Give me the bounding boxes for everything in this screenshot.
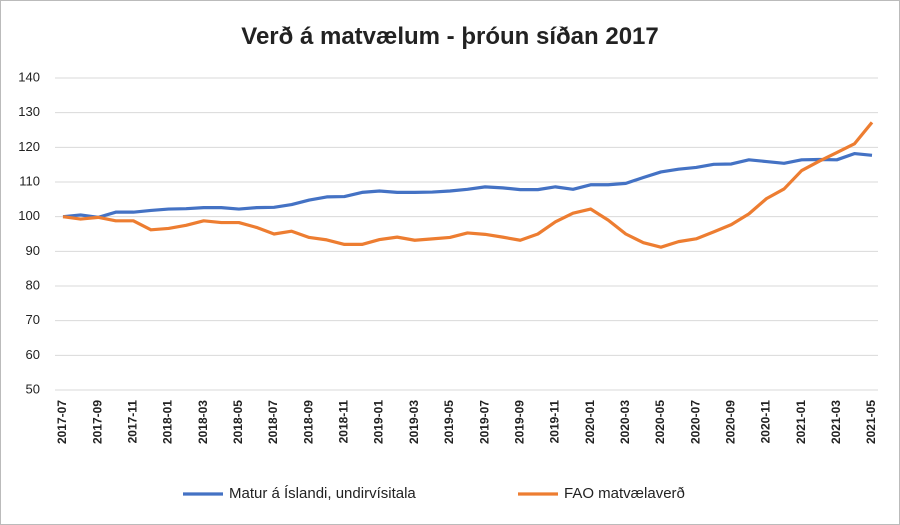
y-tick-label: 60: [26, 347, 40, 362]
x-tick-label: 2019-01: [372, 400, 386, 444]
x-tick-label: 2018-03: [196, 400, 210, 444]
legend-label: FAO matvælaverð: [564, 485, 685, 502]
x-tick-label: 2020-01: [583, 400, 597, 444]
x-tick-label: 2018-09: [301, 400, 315, 444]
x-tick-label: 2020-11: [759, 400, 773, 444]
y-tick-label: 100: [18, 208, 40, 223]
x-tick-label: 2018-07: [266, 400, 280, 444]
x-tick-label: 2018-05: [231, 400, 245, 444]
x-tick-label: 2019-03: [407, 400, 421, 444]
x-tick-label: 2017-09: [90, 400, 104, 444]
x-tick-label: 2020-03: [618, 400, 632, 444]
y-tick-label: 140: [18, 69, 40, 84]
x-tick-label: 2019-09: [512, 400, 526, 444]
x-tick-label: 2019-05: [442, 400, 456, 444]
x-tick-label: 2020-05: [653, 400, 667, 444]
data-line: [62, 121, 874, 249]
y-tick-label: 120: [18, 139, 40, 154]
y-tick-label: 130: [18, 104, 40, 119]
x-tick-label: 2021-01: [794, 400, 808, 444]
x-tick-label: 2019-11: [548, 400, 562, 444]
x-tick-label: 2017-07: [55, 400, 69, 444]
x-tick-label: 2020-07: [688, 400, 702, 444]
x-tick-label: 2017-11: [126, 400, 140, 444]
y-tick-label: 80: [26, 277, 40, 292]
y-tick-label: 90: [26, 243, 40, 258]
legend-label: Matur á Íslandi, undirvísitala: [229, 485, 416, 502]
y-tick-label: 110: [19, 173, 40, 188]
y-tick-label: 50: [26, 381, 40, 396]
x-tick-label: 2020-09: [723, 400, 737, 444]
data-line: [62, 151, 873, 219]
x-tick-label: 2018-01: [161, 400, 175, 444]
x-tick-label: 2018-11: [337, 400, 351, 444]
x-tick-label: 2021-05: [864, 400, 878, 444]
chart-title: Verð á matvælum - þróun síðan 2017: [241, 23, 658, 50]
x-tick-label: 2019-07: [477, 400, 491, 444]
x-tick-label: 2021-03: [829, 400, 843, 444]
y-tick-label: 70: [26, 312, 40, 327]
